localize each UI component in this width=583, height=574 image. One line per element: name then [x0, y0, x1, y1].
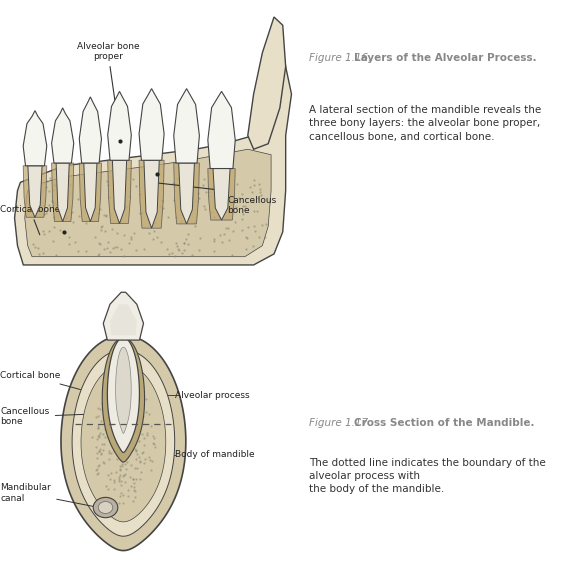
Polygon shape — [84, 163, 97, 222]
Polygon shape — [108, 91, 131, 160]
Polygon shape — [144, 160, 159, 228]
Polygon shape — [174, 163, 199, 224]
Text: Figure 1.17.: Figure 1.17. — [308, 418, 374, 428]
Text: Cross Section of the Mandible.: Cross Section of the Mandible. — [354, 418, 535, 428]
Polygon shape — [102, 338, 145, 462]
Polygon shape — [208, 91, 236, 169]
Text: Cortical bone: Cortical bone — [0, 205, 61, 235]
Polygon shape — [81, 364, 166, 522]
Polygon shape — [23, 166, 47, 218]
Polygon shape — [28, 166, 42, 218]
Text: Alveolar process: Alveolar process — [175, 390, 250, 400]
Polygon shape — [110, 304, 137, 335]
Text: Cancellous
bone: Cancellous bone — [1, 407, 85, 426]
Polygon shape — [115, 347, 131, 433]
Polygon shape — [174, 88, 199, 163]
Polygon shape — [51, 108, 74, 163]
Polygon shape — [79, 163, 101, 222]
Text: Mandibular
canal: Mandibular canal — [1, 483, 96, 507]
Polygon shape — [108, 160, 131, 223]
Polygon shape — [213, 169, 230, 220]
Polygon shape — [103, 292, 143, 340]
Text: Cancellous
bone: Cancellous bone — [227, 196, 276, 215]
Polygon shape — [72, 350, 175, 536]
Text: Layers of the Alveolar Process.: Layers of the Alveolar Process. — [354, 53, 536, 63]
Polygon shape — [178, 163, 195, 224]
Text: Body of mandible: Body of mandible — [175, 451, 254, 459]
Polygon shape — [23, 111, 47, 166]
Text: Figure 1.16.: Figure 1.16. — [308, 53, 374, 63]
Polygon shape — [15, 53, 292, 265]
Polygon shape — [51, 163, 74, 222]
Polygon shape — [139, 160, 164, 228]
Polygon shape — [248, 17, 286, 149]
Polygon shape — [56, 163, 69, 222]
Ellipse shape — [99, 502, 113, 514]
Polygon shape — [61, 335, 186, 550]
Text: Cortical bone: Cortical bone — [1, 371, 80, 390]
Polygon shape — [113, 160, 127, 223]
Polygon shape — [79, 97, 101, 163]
Polygon shape — [107, 338, 139, 452]
Text: A lateral section of the mandible reveals the
three bony layers: the alveolar bo: A lateral section of the mandible reveal… — [308, 105, 541, 142]
Text: Alveolar bone
proper: Alveolar bone proper — [76, 42, 139, 130]
Polygon shape — [208, 169, 236, 220]
Ellipse shape — [93, 497, 118, 518]
Text: The dotted line indicates the boundary of the
alveolar process with
the body of : The dotted line indicates the boundary o… — [308, 458, 545, 494]
Polygon shape — [24, 149, 271, 257]
Polygon shape — [139, 88, 164, 160]
